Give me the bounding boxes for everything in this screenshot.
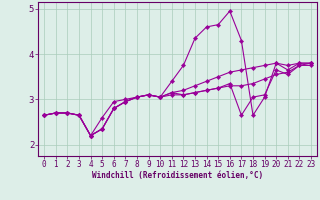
- X-axis label: Windchill (Refroidissement éolien,°C): Windchill (Refroidissement éolien,°C): [92, 171, 263, 180]
